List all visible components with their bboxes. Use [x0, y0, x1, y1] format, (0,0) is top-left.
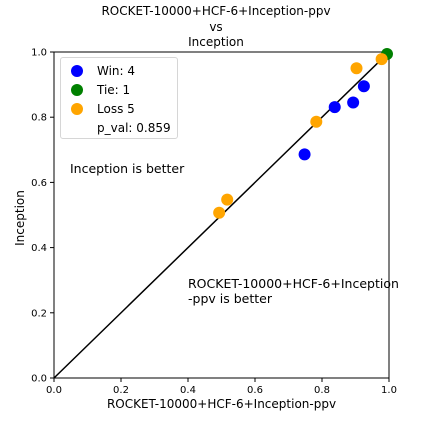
annotation-rocket-better-line-1: ROCKET-10000+HCF-6+Inception [188, 276, 399, 291]
y-tick-label: 0.4 [31, 243, 47, 254]
legend-entry-tie: Tie: 1 [71, 82, 130, 98]
legend-label-loss: Loss 5 [97, 102, 135, 116]
legend-marker-win [71, 65, 83, 77]
y-axis-label: Inception [13, 190, 27, 246]
x-tick-label: 0.6 [247, 385, 263, 396]
x-tick-label: 1.0 [381, 385, 397, 396]
data-point-win [329, 101, 341, 113]
legend: Win: 4 Tie: 1 Loss 5 p_val: 0.859 [60, 57, 178, 139]
legend-label-win: Win: 4 [97, 64, 135, 78]
pval-label: p_val: 0.859 [97, 121, 171, 135]
data-point-loss [310, 116, 322, 128]
data-point-loss [351, 62, 363, 74]
legend-label-tie: Tie: 1 [97, 83, 130, 97]
x-axis-label: ROCKET-10000+HCF-6+Inception-ppv [54, 397, 389, 411]
data-point-loss [213, 207, 225, 219]
y-axis-ticks: 0.0 0.2 0.4 0.6 0.8 1.0 [31, 48, 54, 385]
y-tick-label: 0.0 [31, 374, 47, 385]
data-point-win [347, 97, 359, 109]
data-point-loss [376, 53, 388, 65]
y-tick-label: 1.0 [31, 48, 47, 59]
data-point-loss [221, 194, 233, 206]
x-tick-label: 0.2 [113, 385, 129, 396]
y-tick-label: 0.6 [31, 178, 47, 189]
y-tick-label: 0.8 [31, 113, 47, 124]
legend-entry-loss: Loss 5 [71, 101, 135, 117]
legend-marker-tie [71, 84, 83, 96]
annotation-rocket-better-line-2: -ppv is better [188, 291, 399, 306]
legend-pval: p_val: 0.859 [97, 120, 171, 136]
legend-marker-loss [71, 103, 83, 115]
x-axis-ticks: 0.0 0.2 0.4 0.6 0.8 1.0 [46, 378, 397, 396]
x-tick-label: 0.0 [46, 385, 62, 396]
x-tick-label: 0.8 [314, 385, 330, 396]
y-tick-label: 0.2 [31, 308, 47, 319]
annotation-inception-better: Inception is better [70, 161, 184, 176]
legend-entry-win: Win: 4 [71, 63, 135, 79]
annotation-rocket-better: ROCKET-10000+HCF-6+Inception -ppv is bet… [188, 276, 399, 306]
data-point-win [358, 80, 370, 92]
x-tick-label: 0.4 [180, 385, 196, 396]
data-point-win [299, 148, 311, 160]
